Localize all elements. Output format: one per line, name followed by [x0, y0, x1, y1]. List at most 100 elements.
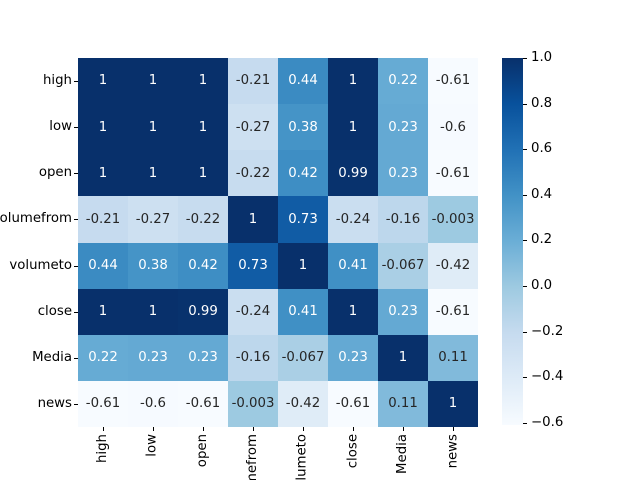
x-tick-label-volumefrom: volumefrom: [245, 434, 260, 480]
y-tick-label-close: close: [37, 304, 72, 319]
heatmap-cell-close-low: 1: [128, 288, 178, 335]
heatmap-cell-open-high: 1: [78, 150, 128, 197]
x-tick-mark: [153, 427, 154, 431]
colorbar-tick-label: −0.6: [531, 415, 564, 430]
colorbar-tick-mark: [523, 377, 527, 378]
x-tick-mark: [303, 427, 304, 431]
heatmap-cell-news-low: -0.6: [128, 380, 178, 427]
x-tick-label-high: high: [95, 434, 110, 463]
x-tick-label-low: low: [145, 434, 160, 457]
x-tick-mark: [203, 427, 204, 431]
heatmap-cell-Media-volumefrom: -0.16: [228, 334, 278, 381]
colorbar: [502, 58, 523, 425]
heatmap-cell-high-Media: 0.22: [378, 58, 428, 105]
heatmap-cell-volumefrom-close: -0.24: [328, 196, 378, 243]
colorbar-tick-label: 0.6: [531, 141, 553, 156]
heatmap-cell-high-volumefrom: -0.21: [228, 58, 278, 105]
heatmap-cell-news-volumeto: -0.42: [278, 380, 328, 427]
heatmap-cell-open-close: 0.99: [328, 150, 378, 197]
heatmap-cell-volumefrom-high: -0.21: [78, 196, 128, 243]
heatmap-cell-news-Media: 0.11: [378, 380, 428, 427]
heatmap-cell-open-Media: 0.23: [378, 150, 428, 197]
heatmap-cell-low-open: 1: [178, 104, 228, 151]
y-tick-mark: [74, 81, 78, 82]
x-tick-label-close: close: [345, 434, 360, 469]
y-tick-mark: [74, 173, 78, 174]
heatmap-cell-close-high: 1: [78, 288, 128, 335]
y-tick-mark: [74, 312, 78, 313]
heatmap-cell-open-open: 1: [178, 150, 228, 197]
colorbar-tick-label: 0.0: [531, 278, 553, 293]
y-tick-label-open: open: [38, 165, 72, 180]
y-tick-mark: [74, 219, 78, 220]
x-tick-label-news: news: [445, 434, 460, 469]
heatmap-cell-low-low: 1: [128, 104, 178, 151]
heatmap-cell-close-open: 0.99: [178, 288, 228, 335]
heatmap-cell-Media-news: 0.11: [428, 334, 478, 381]
heatmap-cell-low-high: 1: [78, 104, 128, 151]
y-tick-mark: [74, 127, 78, 128]
heatmap-cell-low-Media: 0.23: [378, 104, 428, 151]
heatmap-cell-open-volumefrom: -0.22: [228, 150, 278, 197]
y-tick-label-high: high: [43, 73, 72, 88]
heatmap-cell-volumeto-volumeto: 1: [278, 242, 328, 289]
heatmap-cell-open-news: -0.61: [428, 150, 478, 197]
heatmap-cell-Media-close: 0.23: [328, 334, 378, 381]
colorbar-tick-label: −0.4: [531, 369, 564, 384]
y-tick-label-volumefrom: volumefrom: [0, 211, 72, 226]
colorbar-tick-mark: [523, 423, 527, 424]
heatmap-cell-close-news: -0.61: [428, 288, 478, 335]
heatmap-cell-news-open: -0.61: [178, 380, 228, 427]
y-tick-label-volumeto: volumeto: [9, 258, 72, 273]
heatmap-cell-news-news: 1: [428, 380, 478, 427]
heatmap-cell-volumefrom-Media: -0.16: [378, 196, 428, 243]
y-tick-label-news: news: [37, 396, 72, 411]
heatmap-cell-high-news: -0.61: [428, 58, 478, 105]
heatmap-cell-news-volumefrom: -0.003: [228, 380, 278, 427]
colorbar-tick-label: 0.4: [531, 187, 553, 202]
heatmap-cell-volumeto-Media: -0.067: [378, 242, 428, 289]
colorbar-tick-mark: [523, 104, 527, 105]
colorbar-tick-label: 0.8: [531, 96, 553, 111]
heatmap-cell-volumeto-open: 0.42: [178, 242, 228, 289]
colorbar-tick-label: −0.2: [531, 324, 564, 339]
x-tick-label-volumeto: volumeto: [295, 434, 310, 480]
y-tick-label-low: low: [49, 119, 72, 134]
x-tick-mark: [103, 427, 104, 431]
heatmap-cell-high-low: 1: [128, 58, 178, 105]
colorbar-tick-mark: [523, 240, 527, 241]
heatmap-cell-volumefrom-volumeto: 0.73: [278, 196, 328, 243]
heatmap-cell-volumefrom-volumefrom: 1: [228, 196, 278, 243]
x-tick-label-Media: Media: [395, 434, 410, 474]
heatmap-cell-Media-low: 0.23: [128, 334, 178, 381]
heatmap-cell-low-volumefrom: -0.27: [228, 104, 278, 151]
heatmap-cell-low-volumeto: 0.38: [278, 104, 328, 151]
heatmap-cell-high-open: 1: [178, 58, 228, 105]
x-tick-label-open: open: [195, 434, 210, 468]
colorbar-tick-mark: [523, 149, 527, 150]
heatmap-cell-volumeto-news: -0.42: [428, 242, 478, 289]
x-tick-mark: [403, 427, 404, 431]
heatmap-cell-volumefrom-news: -0.003: [428, 196, 478, 243]
heatmap-cell-volumeto-low: 0.38: [128, 242, 178, 289]
heatmap-cell-volumeto-close: 0.41: [328, 242, 378, 289]
heatmap-cell-open-volumeto: 0.42: [278, 150, 328, 197]
heatmap-cell-Media-open: 0.23: [178, 334, 228, 381]
x-tick-mark: [253, 427, 254, 431]
heatmap-cell-low-news: -0.6: [428, 104, 478, 151]
heatmap-cell-low-close: 1: [328, 104, 378, 151]
colorbar-tick-mark: [523, 195, 527, 196]
heatmap-cell-news-close: -0.61: [328, 380, 378, 427]
heatmap-cell-Media-high: 0.22: [78, 334, 128, 381]
colorbar-tick-mark: [523, 286, 527, 287]
heatmap-cell-Media-Media: 1: [378, 334, 428, 381]
colorbar-tick-mark: [523, 58, 527, 59]
x-tick-mark: [453, 427, 454, 431]
heatmap-cell-Media-volumeto: -0.067: [278, 334, 328, 381]
heatmap-cell-open-low: 1: [128, 150, 178, 197]
heatmap-cell-close-volumeto: 0.41: [278, 288, 328, 335]
heatmap-cell-high-close: 1: [328, 58, 378, 105]
y-tick-mark: [74, 404, 78, 405]
heatmap-cell-news-high: -0.61: [78, 380, 128, 427]
